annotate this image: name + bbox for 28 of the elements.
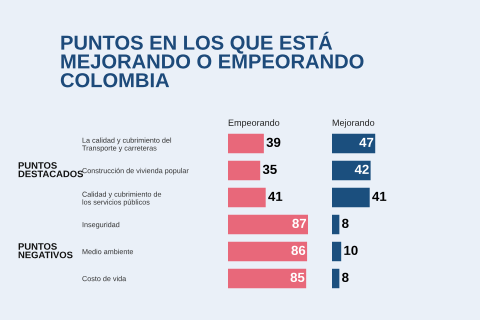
text: PUNTOS DESTACADOS — [18, 162, 84, 178]
data-label: 85 — [290, 272, 304, 282]
data-label: 41 — [372, 192, 386, 201]
data-label: 8 — [342, 272, 349, 282]
text: PUNTOS NEGATIVOS — [18, 243, 73, 258]
data-label: 8 — [342, 218, 349, 228]
data-label: 35 — [262, 164, 277, 174]
bar — [228, 268, 306, 288]
data-label: 10 — [344, 246, 358, 256]
bar — [228, 134, 264, 154]
bar — [332, 134, 376, 154]
bar — [228, 188, 266, 208]
bar — [228, 242, 308, 262]
bar — [332, 188, 370, 208]
bar — [228, 160, 260, 180]
data-label: 41 — [268, 192, 282, 201]
chart-title: PUNTOS EN LOS QUE ESTÁ MEJORANDO O EMPEORANDO COLOMBIA — [60, 32, 364, 88]
bar — [332, 268, 340, 288]
x-axis-title: Mejorando — [332, 119, 374, 128]
bar — [332, 242, 342, 262]
data-label: 86 — [291, 246, 306, 256]
bar — [228, 214, 308, 234]
data-label: 39 — [266, 138, 280, 148]
data-label: 42 — [354, 164, 369, 174]
data-label: 47 — [359, 138, 374, 147]
data-label: 87 — [292, 218, 306, 228]
x-axis-title: Empeorando — [228, 119, 280, 128]
bar — [332, 214, 340, 234]
